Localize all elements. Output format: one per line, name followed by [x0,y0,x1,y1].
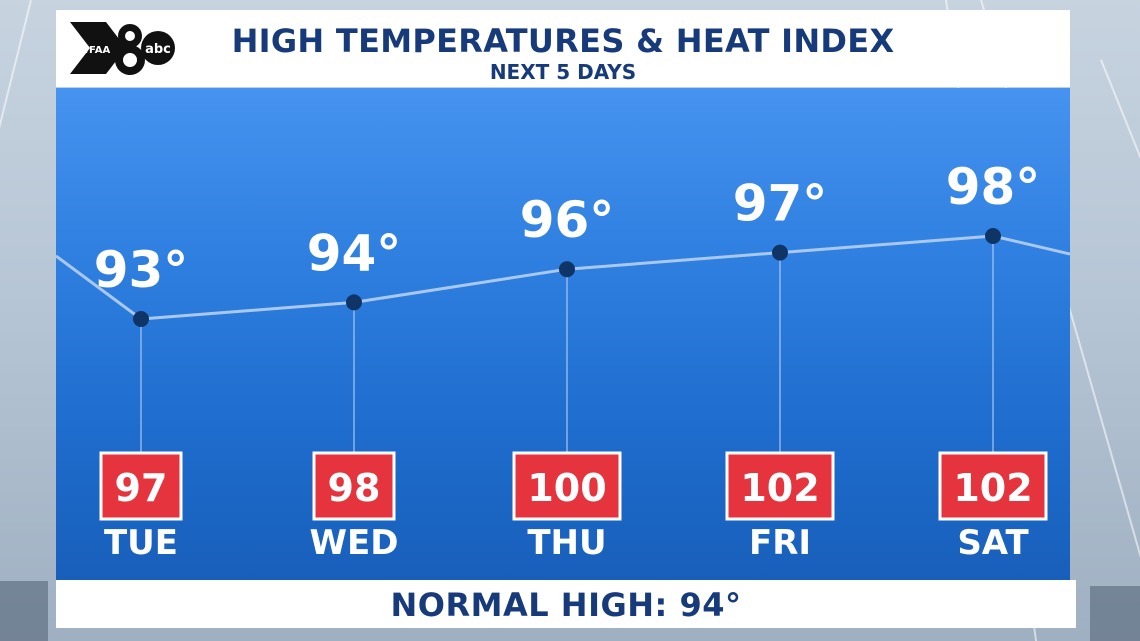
heat-index-value-sat: 102 [953,466,1032,510]
data-point-tue [133,311,149,327]
skyline-building [1090,586,1140,641]
heat-index-value-tue: 97 [115,466,168,510]
chart-panel: 93° 97 TUE 94° 98 WED 96° 100 THU 97° 102 FRI 98° 102… [56,88,1070,580]
heat-index-value-thu: 100 [527,466,606,510]
heat-index-value-fri: 102 [740,466,819,510]
skyline-building [0,581,48,641]
normal-high-text: NORMAL HIGH: 94° [390,586,742,624]
normal-high-banner: NORMAL HIGH: 94° [56,580,1076,628]
heat-index-box-fri [725,451,835,521]
data-point-sat [985,228,1001,244]
bridge-cable [0,0,32,632]
data-point-fri [772,244,788,261]
temp-label-thu: 96° [520,191,615,249]
day-label-thu: THU [527,523,606,563]
day-label-fri: FRI [749,523,811,563]
heat-index-box-thu [512,451,622,521]
heat-index-box-tue [99,451,183,521]
data-point-wed [346,294,362,311]
svg-text:WFAA: WFAA [78,45,110,56]
chart-title: HIGH TEMPERATURES & HEAT INDEX [231,22,895,60]
temp-label-sat: 98° [946,158,1041,216]
day-label-wed: WED [310,523,399,563]
title-banner: WFAA abc HIGH TEMPERATURES & HEAT INDEX … [56,10,1070,87]
day-label-tue: TUE [104,523,178,563]
heat-index-box-wed [312,451,396,521]
chart-subtitle: NEXT 5 DAYS [489,60,637,84]
svg-text:abc: abc [145,42,171,57]
wfaa-8-abc-logo: WFAA abc [70,22,175,75]
day-label-sat: SAT [957,523,1029,563]
data-point-thu [559,261,575,278]
temp-label-tue: 93° [94,241,189,299]
heat-index-value-wed: 98 [328,466,381,510]
temp-label-fri: 97° [733,175,828,233]
temp-label-wed: 94° [307,224,402,282]
heat-index-box-sat [938,451,1048,521]
temperature-chart: 93° 97 TUE 94° 98 WED 96° 100 THU 97° 102 FRI 98° 102… [56,158,1070,563]
